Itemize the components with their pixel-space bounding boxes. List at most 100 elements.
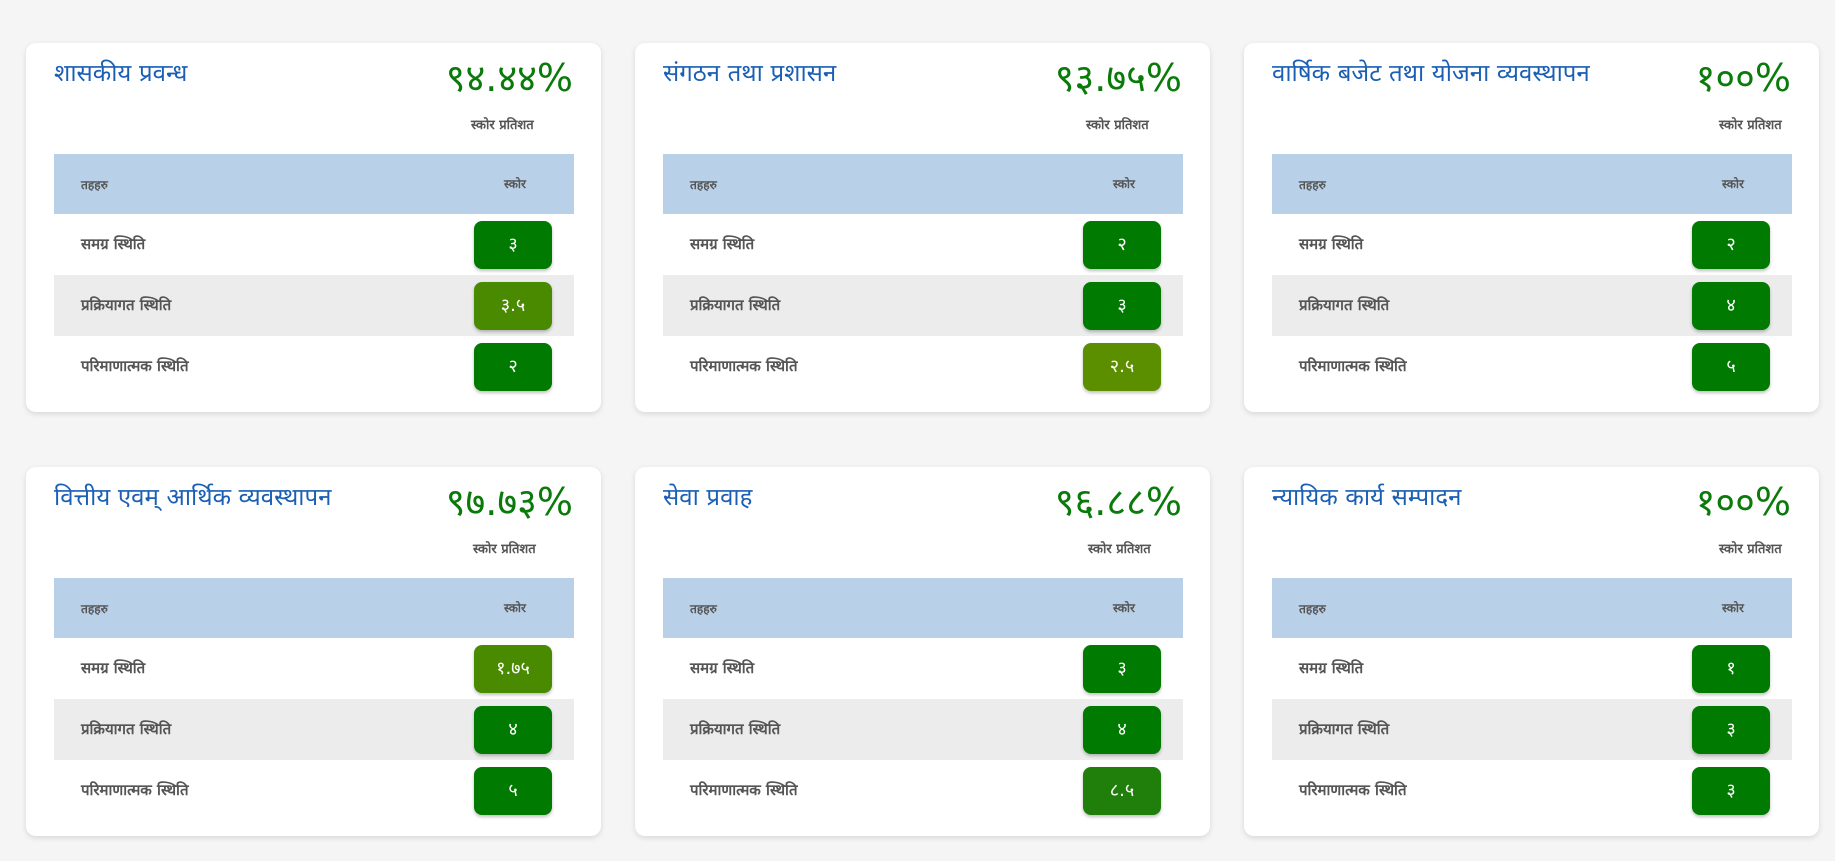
table-header: तहहरु स्कोर bbox=[663, 578, 1183, 638]
score-badge: ४ bbox=[474, 706, 552, 754]
table-row: समग्र स्थिति १ bbox=[1272, 638, 1792, 699]
table-row: परिमाणात्मक स्थिति ८.५ bbox=[663, 760, 1183, 821]
row-label: समग्र स्थिति bbox=[81, 659, 146, 677]
column-header-score: स्कोर bbox=[1113, 601, 1135, 615]
row-label: परिमाणात्मक स्थिति bbox=[81, 357, 189, 375]
row-label: प्रक्रियागत स्थिति bbox=[1299, 296, 1390, 314]
card-title: वार्षिक बजेट तथा योजना व्यवस्थापन bbox=[1272, 59, 1590, 87]
score-table: तहहरु स्कोर समग्र स्थिति ३ प्रक्रियागत स… bbox=[54, 154, 574, 397]
table-row: प्रक्रियागत स्थिति ४ bbox=[1272, 275, 1792, 336]
table-row: प्रक्रियागत स्थिति ४ bbox=[663, 699, 1183, 760]
table-header: तहहरु स्कोर bbox=[663, 154, 1183, 214]
score-percent-label: स्कोर प्रतिशत bbox=[1719, 542, 1782, 557]
card-title: वित्तीय एवम् आर्थिक व्यवस्थापन bbox=[54, 483, 332, 511]
table-row: समग्र स्थिति ३ bbox=[54, 214, 574, 275]
score-percent-label: स्कोर प्रतिशत bbox=[471, 118, 534, 133]
table-row: परिमाणात्मक स्थिति २.५ bbox=[663, 336, 1183, 397]
table-header: तहहरु स्कोर bbox=[1272, 578, 1792, 638]
column-header-indicator: तहहरु bbox=[1299, 178, 1326, 192]
score-table: तहहरु स्कोर समग्र स्थिति ३ प्रक्रियागत स… bbox=[663, 578, 1183, 821]
row-label: परिमाणात्मक स्थिति bbox=[1299, 357, 1407, 375]
table-row: समग्र स्थिति १.७५ bbox=[54, 638, 574, 699]
table-row: समग्र स्थिति २ bbox=[663, 214, 1183, 275]
score-percent-label: स्कोर प्रतिशत bbox=[1719, 118, 1782, 133]
score-table: तहहरु स्कोर समग्र स्थिति १.७५ प्रक्रियाग… bbox=[54, 578, 574, 821]
row-label: प्रक्रियागत स्थिति bbox=[1299, 720, 1390, 738]
column-header-score: स्कोर bbox=[1113, 177, 1135, 191]
column-header-score: स्कोर bbox=[1722, 177, 1744, 191]
score-badge: ३ bbox=[1692, 706, 1770, 754]
score-badge: ५ bbox=[474, 767, 552, 815]
score-badge: ३.५ bbox=[474, 282, 552, 330]
score-percent-label: स्कोर प्रतिशत bbox=[1088, 542, 1151, 557]
card-title: न्यायिक कार्य सम्पादन bbox=[1272, 483, 1462, 511]
score-table: तहहरु स्कोर समग्र स्थिति २ प्रक्रियागत स… bbox=[1272, 154, 1792, 397]
score-percent: ९३.७५% bbox=[1054, 56, 1182, 100]
score-card: सेवा प्रवाह ९६.८८% स्कोर प्रतिशत तहहरु स… bbox=[635, 467, 1210, 836]
column-header-indicator: तहहरु bbox=[1299, 602, 1326, 616]
table-header: तहहरु स्कोर bbox=[54, 154, 574, 214]
column-header-indicator: तहहरु bbox=[690, 602, 717, 616]
score-badge: ३ bbox=[1692, 767, 1770, 815]
score-card: संगठन तथा प्रशासन ९३.७५% स्कोर प्रतिशत त… bbox=[635, 43, 1210, 412]
row-label: प्रक्रियागत स्थिति bbox=[81, 296, 172, 314]
row-label: प्रक्रियागत स्थिति bbox=[690, 720, 781, 738]
table-row: परिमाणात्मक स्थिति ५ bbox=[54, 760, 574, 821]
score-badge: ८.५ bbox=[1083, 767, 1161, 815]
table-header: तहहरु स्कोर bbox=[54, 578, 574, 638]
table-row: प्रक्रियागत स्थिति ३ bbox=[1272, 699, 1792, 760]
score-badge: १ bbox=[1692, 645, 1770, 693]
table-row: परिमाणात्मक स्थिति ५ bbox=[1272, 336, 1792, 397]
row-label: समग्र स्थिति bbox=[690, 659, 755, 677]
score-card: वित्तीय एवम् आर्थिक व्यवस्थापन ९७.७३% स्… bbox=[26, 467, 601, 836]
score-card: न्यायिक कार्य सम्पादन १००% स्कोर प्रतिशत… bbox=[1244, 467, 1819, 836]
table-row: समग्र स्थिति ३ bbox=[663, 638, 1183, 699]
score-percent: ९६.८८% bbox=[1054, 480, 1182, 524]
card-title: सेवा प्रवाह bbox=[663, 483, 753, 511]
score-card: शासकीय प्रवन्ध ९४.४४% स्कोर प्रतिशत तहहर… bbox=[26, 43, 601, 412]
card-title: संगठन तथा प्रशासन bbox=[663, 59, 837, 87]
score-badge: ४ bbox=[1692, 282, 1770, 330]
score-badge: २.५ bbox=[1083, 343, 1161, 391]
table-row: समग्र स्थिति २ bbox=[1272, 214, 1792, 275]
column-header-indicator: तहहरु bbox=[690, 178, 717, 192]
card-title: शासकीय प्रवन्ध bbox=[54, 59, 188, 87]
score-badge: २ bbox=[474, 343, 552, 391]
score-card: वार्षिक बजेट तथा योजना व्यवस्थापन १००% स… bbox=[1244, 43, 1819, 412]
score-badge: ३ bbox=[474, 221, 552, 269]
score-table: तहहरु स्कोर समग्र स्थिति २ प्रक्रियागत स… bbox=[663, 154, 1183, 397]
row-label: परिमाणात्मक स्थिति bbox=[81, 781, 189, 799]
column-header-score: स्कोर bbox=[1722, 601, 1744, 615]
row-label: समग्र स्थिति bbox=[690, 235, 755, 253]
score-badge: ४ bbox=[1083, 706, 1161, 754]
table-row: प्रक्रियागत स्थिति ३.५ bbox=[54, 275, 574, 336]
row-label: प्रक्रियागत स्थिति bbox=[81, 720, 172, 738]
column-header-indicator: तहहरु bbox=[81, 602, 108, 616]
score-percent: १००% bbox=[1695, 56, 1791, 100]
row-label: परिमाणात्मक स्थिति bbox=[690, 357, 798, 375]
row-label: समग्र स्थिति bbox=[1299, 659, 1364, 677]
row-label: समग्र स्थिति bbox=[1299, 235, 1364, 253]
score-percent: ९७.७३% bbox=[445, 480, 573, 524]
column-header-score: स्कोर bbox=[504, 601, 526, 615]
score-percent: ९४.४४% bbox=[445, 56, 573, 100]
score-badge: ३ bbox=[1083, 282, 1161, 330]
table-row: प्रक्रियागत स्थिति ३ bbox=[663, 275, 1183, 336]
row-label: प्रक्रियागत स्थिति bbox=[690, 296, 781, 314]
score-percent-label: स्कोर प्रतिशत bbox=[473, 542, 536, 557]
table-row: प्रक्रियागत स्थिति ४ bbox=[54, 699, 574, 760]
row-label: परिमाणात्मक स्थिति bbox=[1299, 781, 1407, 799]
table-header: तहहरु स्कोर bbox=[1272, 154, 1792, 214]
score-percent-label: स्कोर प्रतिशत bbox=[1086, 118, 1149, 133]
column-header-score: स्कोर bbox=[504, 177, 526, 191]
score-badge: १.७५ bbox=[474, 645, 552, 693]
score-badge: २ bbox=[1083, 221, 1161, 269]
score-badge: ५ bbox=[1692, 343, 1770, 391]
score-table: तहहरु स्कोर समग्र स्थिति १ प्रक्रियागत स… bbox=[1272, 578, 1792, 821]
table-row: परिमाणात्मक स्थिति ३ bbox=[1272, 760, 1792, 821]
row-label: समग्र स्थिति bbox=[81, 235, 146, 253]
column-header-indicator: तहहरु bbox=[81, 178, 108, 192]
table-row: परिमाणात्मक स्थिति २ bbox=[54, 336, 574, 397]
row-label: परिमाणात्मक स्थिति bbox=[690, 781, 798, 799]
score-badge: २ bbox=[1692, 221, 1770, 269]
